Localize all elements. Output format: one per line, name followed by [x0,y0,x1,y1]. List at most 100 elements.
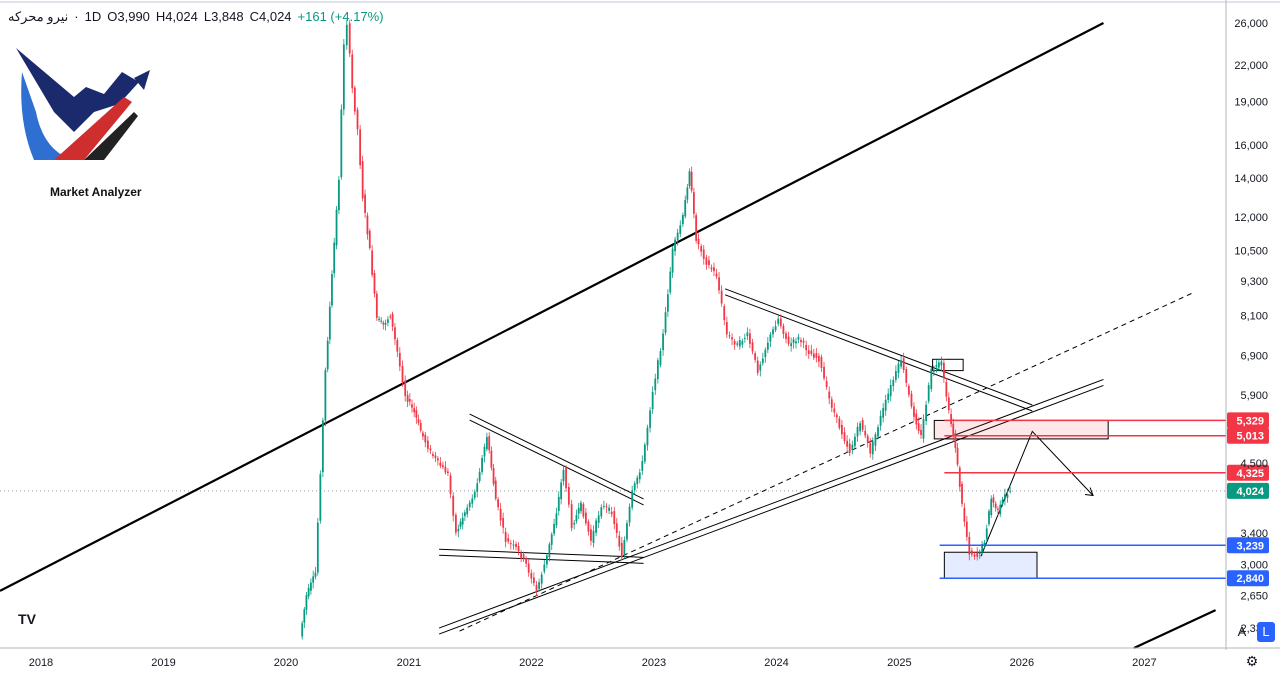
trendline-upper [469,413,644,500]
support-level-badge [1227,537,1269,554]
symbol-name[interactable]: نیرو محرکه [8,9,69,24]
price-levels: 5,329 5,013 4,325 3,239 2,840 4,024 [939,412,1269,587]
candle-body [915,413,918,425]
trendline-lower [439,554,644,564]
candle-body [361,161,364,199]
candle-body [731,337,733,340]
candle-body [983,542,986,545]
candle-body [592,530,595,543]
x-tick-label: 2025 [887,657,911,669]
tradingview-logo[interactable]: TV [12,607,42,631]
support-level-badge [1227,570,1269,587]
candle-body [950,413,953,425]
candle-body [963,507,966,522]
auto-scale-button[interactable]: A [1237,624,1247,639]
candle-body [1009,490,1012,492]
candle-body [476,483,479,492]
candle-body [690,171,693,191]
candle-body [340,109,343,178]
candle-body [756,360,759,373]
candle-body [866,435,869,443]
x-tick-label: 2024 [764,657,788,669]
candle-body [910,393,913,407]
candle-body [961,483,963,504]
candle-body [810,350,813,354]
candle-body [413,408,416,413]
interval-label[interactable]: 1D [84,9,102,24]
candle-body [337,179,340,211]
candle-body [626,523,628,540]
candle-body [378,318,380,320]
candle-body [976,552,979,557]
candle-body [444,466,447,473]
candle-body [917,423,920,431]
candle-body [517,546,520,552]
candle-body [307,587,310,597]
candle-body [871,441,874,455]
x-tick-label: 2021 [397,657,421,669]
candle-body [436,458,439,461]
candle-body [835,414,838,418]
support-zone-box [943,551,1038,579]
candle-body [396,339,399,352]
candle-body [874,434,877,446]
x-tick-label: 2023 [642,657,666,669]
candle-body [646,427,649,446]
candle-body [954,433,957,449]
settings-gear-icon[interactable]: ⚙ [1245,653,1259,669]
candle-body [754,353,757,360]
candle-body [841,424,843,435]
candle-body [900,360,902,367]
candle-body [925,404,927,421]
candle-body [797,336,800,340]
level-badge-label: 4,325 [1236,468,1264,480]
candle-body [812,353,815,358]
candle-body [580,502,582,512]
candle-body [800,339,802,343]
candle-body [490,450,493,468]
candle-body [398,352,401,367]
candle-body [879,415,882,426]
candle-body [525,558,528,564]
candle-body [728,335,731,337]
candle-body [662,333,664,351]
candle-body [345,24,348,46]
y-tick-label: 5,900 [1240,390,1268,402]
candle-body [702,249,705,259]
candle-body [387,319,389,323]
candle-body [391,313,394,327]
candle-body [749,333,751,344]
candle-body [940,361,943,366]
candle-body [520,552,523,559]
candle-body [424,434,427,443]
candle-body [985,528,988,539]
candle-body [497,499,500,508]
candle-body [602,505,605,507]
candle-body [375,293,378,318]
candle-body [825,381,828,387]
candle-body [404,380,407,396]
candle-body [546,555,548,565]
trendline-lower [724,294,1033,412]
log-scale-button[interactable]: L [1257,622,1275,642]
candle-body [335,209,338,246]
candle-body [380,320,383,322]
candle-body [473,491,476,498]
candle-body [897,363,900,373]
candle-body [787,336,790,344]
candle-body [688,171,691,187]
candle-body [759,364,762,371]
candle-body [600,507,603,517]
candle-body [565,467,567,489]
candle-body [988,511,990,525]
candle-body [597,515,600,523]
candle-body [316,522,319,573]
candle-body [882,408,885,418]
candle-body [638,472,641,480]
candle-body [643,444,646,462]
candle-body [584,512,587,524]
level-badge-label: 5,013 [1236,431,1264,443]
